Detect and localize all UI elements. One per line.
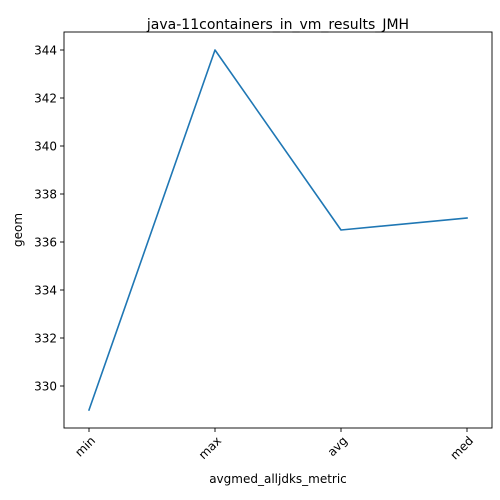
y-tick-label: 340 — [34, 139, 57, 153]
y-tick-label: 334 — [34, 283, 57, 297]
y-tick-label: 336 — [34, 235, 57, 249]
series-line — [87, 49, 468, 412]
x-axis-title: avgmed_alljdks_metric — [209, 472, 347, 486]
y-tick-label: 330 — [34, 379, 57, 393]
y-tick-label: 338 — [34, 187, 57, 201]
y-tick-label: 342 — [34, 91, 57, 105]
plot-frame — [63, 31, 493, 429]
y-tick-label: 344 — [34, 43, 57, 57]
y-axis-title: geom — [11, 213, 25, 247]
chart-title: java-11containers_in_vm_results_JMH — [146, 17, 409, 33]
y-tick-label: 332 — [34, 331, 57, 345]
